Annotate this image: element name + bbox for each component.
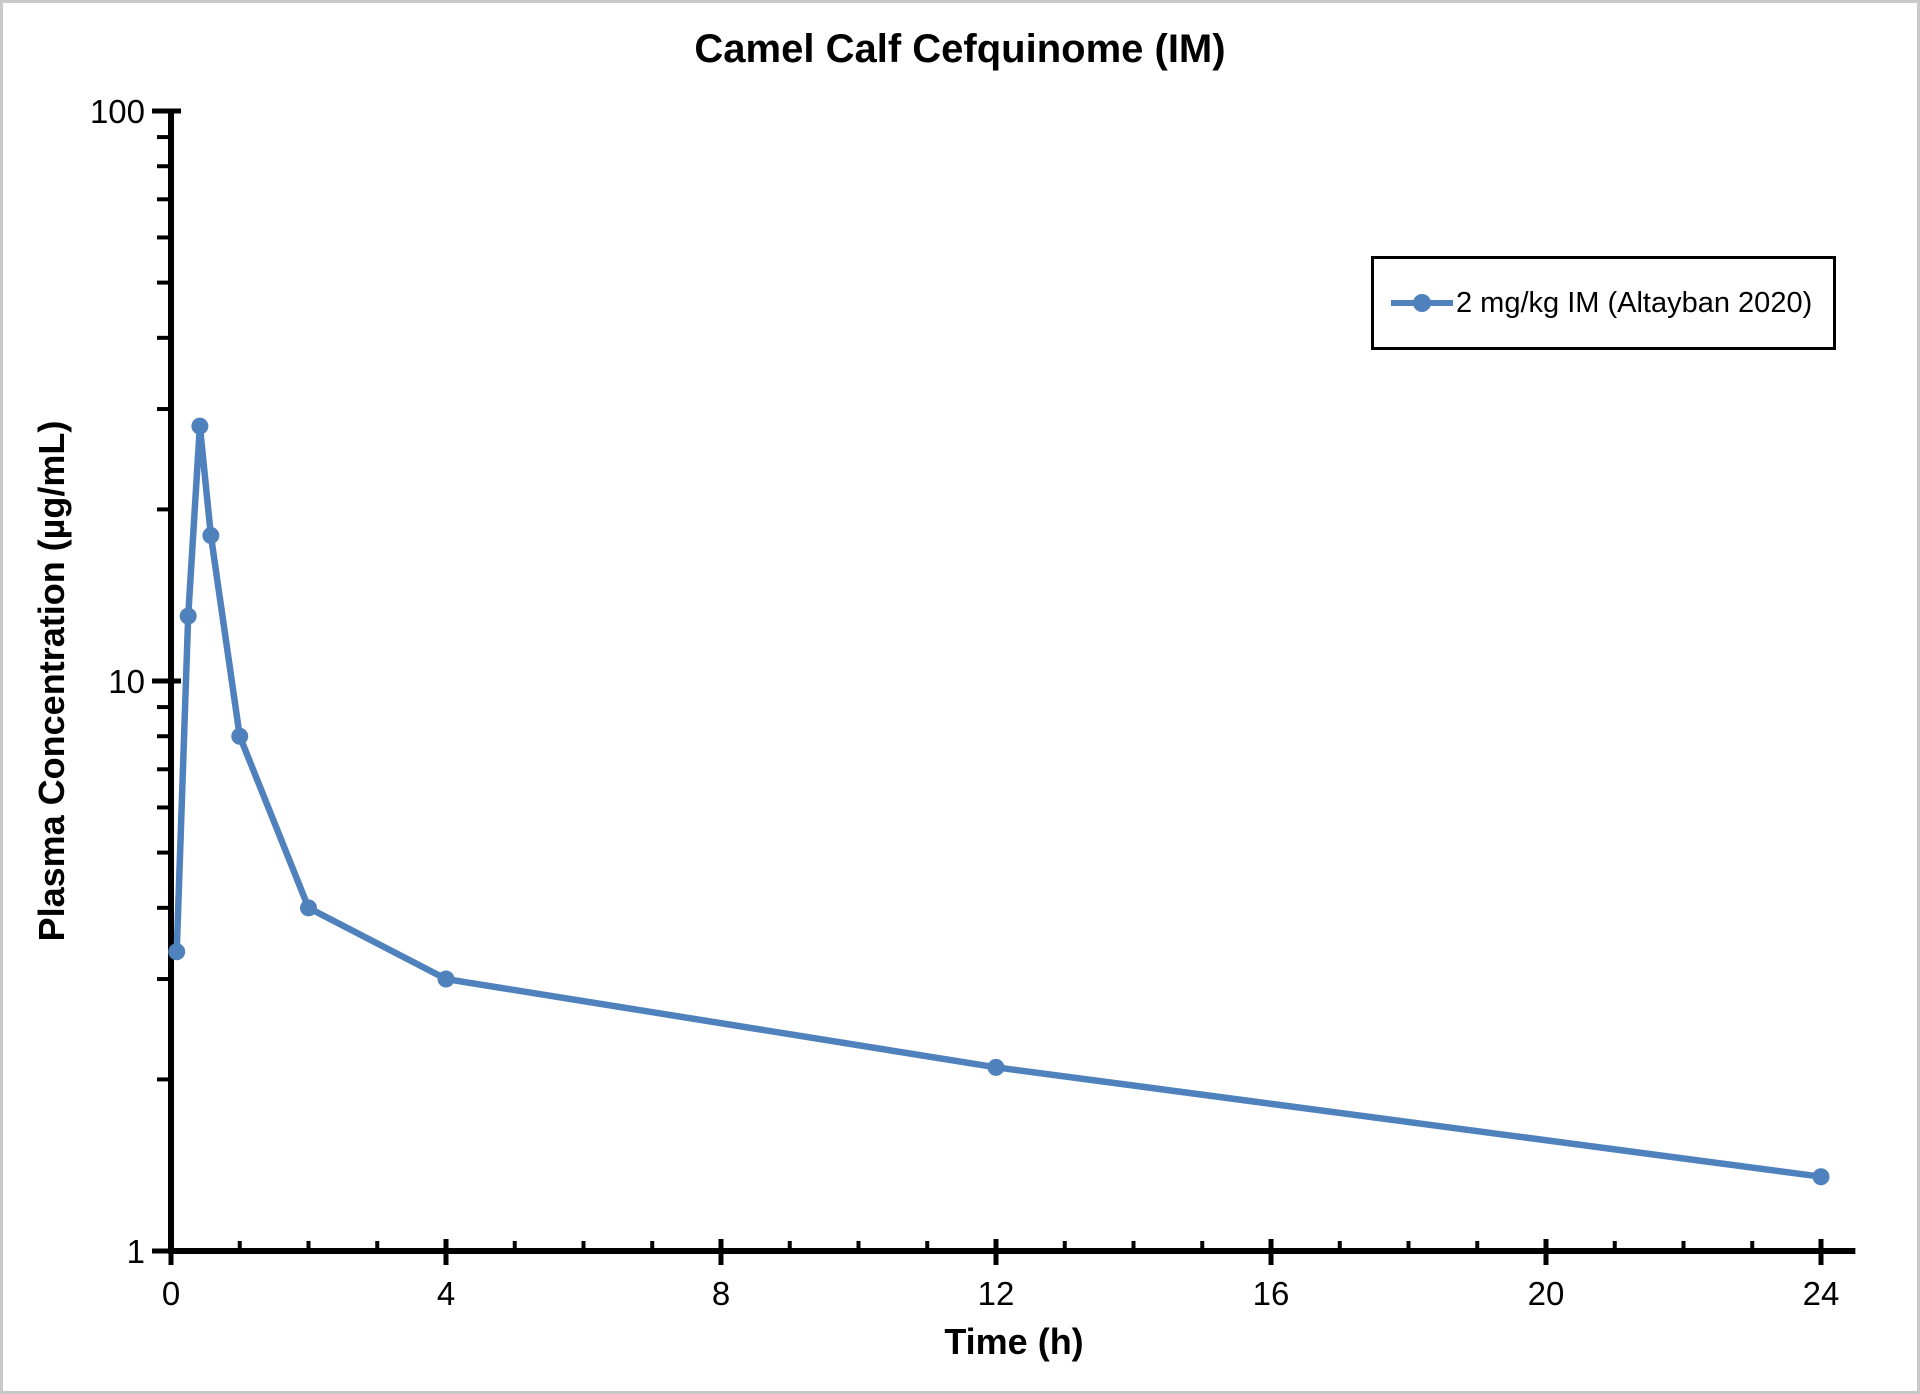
y-tick-label: 1 — [127, 1233, 145, 1270]
data-point-marker — [987, 1058, 1005, 1076]
data-point-marker — [202, 526, 220, 544]
legend-marker-icon — [1391, 294, 1453, 312]
chart-title: Camel Calf Cefquinome (IM) — [694, 27, 1226, 71]
y-axis-title: Plasma Concentration (µg/mL) — [31, 420, 72, 942]
data-point-marker — [191, 417, 209, 435]
data-point-marker — [168, 943, 186, 961]
y-tick-label: 10 — [108, 663, 145, 700]
x-tick-label: 8 — [712, 1275, 730, 1312]
x-tick-label: 24 — [1803, 1275, 1840, 1312]
data-point-marker — [231, 727, 249, 745]
data-point-marker — [1812, 1168, 1830, 1186]
x-axis-title: Time (h) — [944, 1321, 1084, 1362]
x-tick-label: 20 — [1528, 1275, 1565, 1312]
legend: 2 mg/kg IM (Altayban 2020) — [1371, 256, 1836, 350]
x-tick-label: 16 — [1253, 1275, 1290, 1312]
data-point-marker — [437, 970, 455, 988]
x-tick-label: 4 — [437, 1275, 455, 1312]
legend-swatch-marker — [1413, 294, 1431, 312]
data-point-marker — [179, 607, 197, 625]
x-tick-label: 0 — [162, 1275, 180, 1312]
x-tick-label: 12 — [978, 1275, 1015, 1312]
plot-area: 1 10 100 0 4 8 12 16 20 24 — [90, 93, 1856, 1312]
data-point-marker — [300, 899, 317, 917]
legend-label: 2 mg/kg IM (Altayban 2020) — [1456, 286, 1813, 319]
y-tick-label: 100 — [90, 93, 145, 130]
